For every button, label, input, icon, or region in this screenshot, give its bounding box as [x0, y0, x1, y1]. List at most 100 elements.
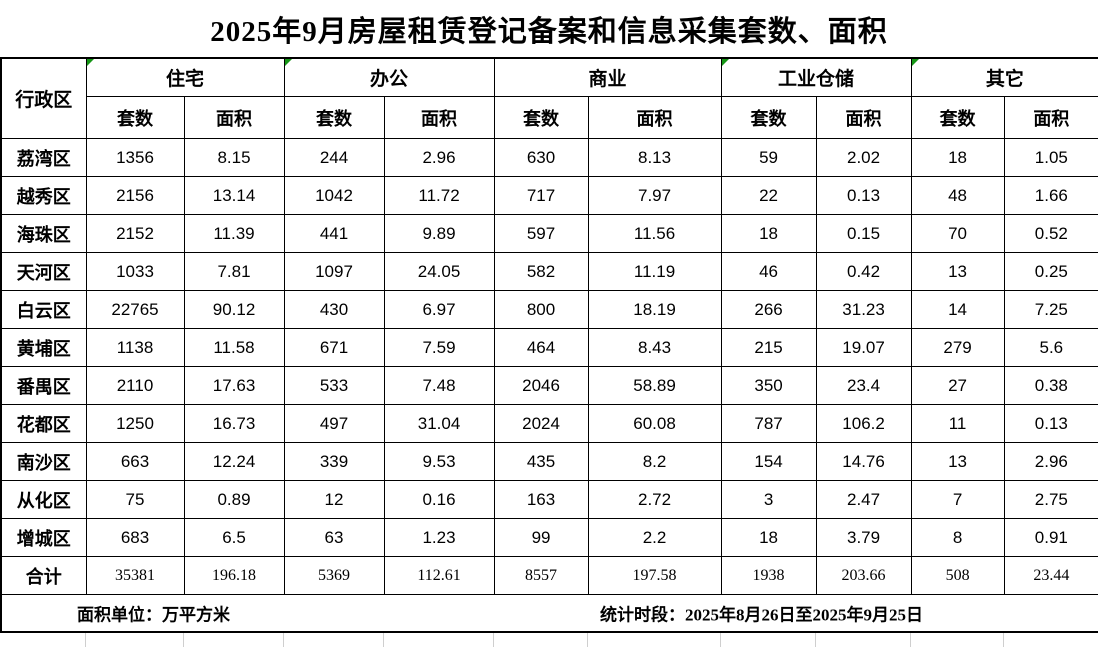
value-cell: 0.16 [383, 480, 495, 519]
gridline [720, 633, 721, 647]
column-group-header: 办公 [283, 57, 495, 97]
column-group-header: 商业 [493, 57, 722, 97]
sub-header-area: 面积 [183, 96, 285, 139]
value-cell: 2110 [85, 366, 185, 405]
value-cell: 717 [493, 176, 589, 215]
sub-header-area: 面积 [383, 96, 495, 139]
district-label: 番禺区 [0, 366, 87, 405]
value-cell: 266 [720, 290, 817, 329]
value-cell: 7.59 [383, 328, 495, 367]
column-group-header: 其它 [910, 57, 1098, 97]
total-label: 合计 [0, 556, 87, 595]
value-cell: 11.56 [587, 214, 722, 253]
value-cell: 22765 [85, 290, 185, 329]
value-cell: 18 [910, 138, 1005, 177]
gridline [283, 633, 284, 647]
value-cell: 5369 [283, 556, 385, 595]
value-cell: 31.04 [383, 404, 495, 443]
gridline [383, 633, 384, 647]
value-cell: 508 [910, 556, 1005, 595]
value-cell: 1097 [283, 252, 385, 291]
value-cell: 31.23 [815, 290, 912, 329]
value-cell: 1.23 [383, 518, 495, 557]
district-row: 荔湾区 1356 8.15 244 2.96 630 8.13 59 2.02 18 1.05 [0, 138, 1098, 177]
sub-header-area: 面积 [1003, 96, 1098, 139]
value-cell: 8.13 [587, 138, 722, 177]
value-cell: 8557 [493, 556, 589, 595]
value-cell: 163 [493, 480, 589, 519]
district-label: 海珠区 [0, 214, 87, 253]
value-cell: 27 [910, 366, 1005, 405]
value-cell: 3 [720, 480, 817, 519]
value-cell: 14.76 [815, 442, 912, 481]
green-corner-marker-icon [722, 59, 729, 66]
value-cell: 597 [493, 214, 589, 253]
value-cell: 7.48 [383, 366, 495, 405]
value-cell: 24.05 [383, 252, 495, 291]
gridline [815, 633, 816, 647]
value-cell: 244 [283, 138, 385, 177]
value-cell: 11.58 [183, 328, 285, 367]
value-cell: 582 [493, 252, 589, 291]
district-row: 黄埔区 1138 11.58 671 7.59 464 8.43 215 19.07 279 5.6 [0, 328, 1098, 367]
column-group-label: 住宅 [166, 69, 205, 90]
footnotes-cell: 面积单位：万平方米 统计时段：2025年8月26日至2025年9月25日 [0, 594, 1098, 633]
value-cell: 8.43 [587, 328, 722, 367]
value-cell: 7 [910, 480, 1005, 519]
value-cell: 0.13 [815, 176, 912, 215]
value-cell: 12.24 [183, 442, 285, 481]
district-label: 越秀区 [0, 176, 87, 215]
district-row: 海珠区 2152 11.39 441 9.89 597 11.56 18 0.15 70 0.52 [0, 214, 1098, 253]
green-corner-marker-icon [912, 59, 919, 66]
value-cell: 17.63 [183, 366, 285, 405]
district-row: 南沙区 663 12.24 339 9.53 435 8.2 154 14.76 13 2.96 [0, 442, 1098, 481]
column-group-label: 其它 [985, 69, 1024, 90]
gridline [493, 633, 494, 647]
value-cell: 112.61 [383, 556, 495, 595]
district-label: 天河区 [0, 252, 87, 291]
value-cell: 6.5 [183, 518, 285, 557]
column-group-header: 住宅 [85, 57, 285, 97]
value-cell: 0.52 [1003, 214, 1098, 253]
sheet-gridlines-strip [0, 633, 1098, 647]
value-cell: 106.2 [815, 404, 912, 443]
value-cell: 11.19 [587, 252, 722, 291]
value-cell: 2152 [85, 214, 185, 253]
district-label: 增城区 [0, 518, 87, 557]
value-cell: 0.13 [1003, 404, 1098, 443]
value-cell: 0.89 [183, 480, 285, 519]
green-corner-marker-icon [285, 59, 292, 66]
value-cell: 11.39 [183, 214, 285, 253]
value-cell: 430 [283, 290, 385, 329]
gridline [1003, 633, 1004, 647]
value-cell: 8.15 [183, 138, 285, 177]
district-row: 番禺区 2110 17.63 533 7.48 2046 58.89 350 23.4 27 0.3… [0, 366, 1098, 405]
value-cell: 7.25 [1003, 290, 1098, 329]
value-cell: 3.79 [815, 518, 912, 557]
value-cell: 1042 [283, 176, 385, 215]
value-cell: 35381 [85, 556, 185, 595]
value-cell: 7.97 [587, 176, 722, 215]
value-cell: 787 [720, 404, 817, 443]
value-cell: 90.12 [183, 290, 285, 329]
gridline [85, 633, 86, 647]
value-cell: 46 [720, 252, 817, 291]
value-cell: 1356 [85, 138, 185, 177]
value-cell: 2.96 [383, 138, 495, 177]
district-row: 越秀区 2156 13.14 1042 11.72 717 7.97 22 0.13 48 1.66 [0, 176, 1098, 215]
value-cell: 22 [720, 176, 817, 215]
district-row: 增城区 683 6.5 63 1.23 99 2.2 18 3.79 8 0.91 [0, 518, 1098, 557]
sub-header-area: 面积 [815, 96, 912, 139]
value-cell: 279 [910, 328, 1005, 367]
value-cell: 18.19 [587, 290, 722, 329]
district-label: 黄埔区 [0, 328, 87, 367]
green-corner-marker-icon [87, 59, 94, 66]
district-label: 荔湾区 [0, 138, 87, 177]
value-cell: 2.02 [815, 138, 912, 177]
sub-header-count: 套数 [283, 96, 385, 139]
corner-header-district: 行政区 [0, 57, 87, 139]
value-cell: 19.07 [815, 328, 912, 367]
district-row: 从化区 75 0.89 12 0.16 163 2.72 3 2.47 7 2.75 [0, 480, 1098, 519]
value-cell: 1.66 [1003, 176, 1098, 215]
